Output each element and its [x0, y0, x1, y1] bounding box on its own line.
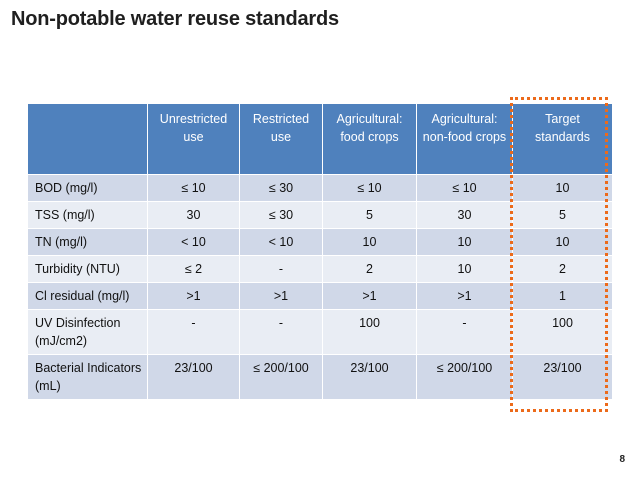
- table-cell: 23/100: [322, 354, 417, 400]
- table-row: TSS (mg/l) 30 ≤ 30 5 30 5: [27, 201, 613, 229]
- table-cell: ≤ 10: [147, 174, 240, 202]
- row-label: Cl residual (mg/l): [27, 282, 148, 310]
- table-cell: >1: [239, 282, 323, 310]
- table-row: Cl residual (mg/l) >1 >1 >1 >1 1: [27, 282, 613, 310]
- row-label: TSS (mg/l): [27, 201, 148, 229]
- table-cell: 2: [322, 255, 417, 283]
- header-unrestricted-use: Unrestricted use: [147, 103, 240, 175]
- target-column-highlight: [510, 97, 608, 412]
- page-number: 8: [619, 454, 625, 465]
- table-cell: -: [416, 309, 513, 355]
- table-cell: ≤ 30: [239, 201, 323, 229]
- header-agricultural-non-food-crops: Agricultural: non-food crops: [416, 103, 513, 175]
- table-cell: 30: [147, 201, 240, 229]
- table-cell: 23/100: [512, 354, 613, 400]
- header-restricted-use: Restricted use: [239, 103, 323, 175]
- table-cell: 23/100: [147, 354, 240, 400]
- standards-table: Unrestricted use Restricted use Agricult…: [27, 103, 613, 400]
- header-corner: [27, 103, 148, 175]
- table-cell: ≤ 10: [322, 174, 417, 202]
- table-cell: ≤ 30: [239, 174, 323, 202]
- table-cell: >1: [322, 282, 417, 310]
- table-cell: ≤ 200/100: [239, 354, 323, 400]
- slide-title: Non-potable water reuse standards: [11, 8, 339, 30]
- header-agricultural-food-crops: Agricultural: food crops: [322, 103, 417, 175]
- header-target-standards: Target standards: [512, 103, 613, 175]
- table-cell: 2: [512, 255, 613, 283]
- table-cell: ≤ 10: [416, 174, 513, 202]
- table-cell: >1: [416, 282, 513, 310]
- row-label: TN (mg/l): [27, 228, 148, 256]
- table-cell: 10: [322, 228, 417, 256]
- table-cell: -: [239, 309, 323, 355]
- table-cell: 100: [322, 309, 417, 355]
- table-cell: 5: [512, 201, 613, 229]
- row-label: BOD (mg/l): [27, 174, 148, 202]
- table-cell: < 10: [239, 228, 323, 256]
- table-header-row: Unrestricted use Restricted use Agricult…: [27, 103, 613, 175]
- table-cell: -: [239, 255, 323, 283]
- table-cell: 10: [416, 255, 513, 283]
- table-cell: 10: [416, 228, 513, 256]
- table-row: Turbidity (NTU) ≤ 2 - 2 10 2: [27, 255, 613, 283]
- table-cell: 5: [322, 201, 417, 229]
- row-label: UV Disinfection (mJ/cm2): [27, 309, 148, 355]
- table-row: Bacterial Indicators (mL) 23/100 ≤ 200/1…: [27, 354, 613, 400]
- table-cell: -: [147, 309, 240, 355]
- table-cell: >1: [147, 282, 240, 310]
- row-label: Bacterial Indicators (mL): [27, 354, 148, 400]
- table-row: BOD (mg/l) ≤ 10 ≤ 30 ≤ 10 ≤ 10 10: [27, 174, 613, 202]
- row-label: Turbidity (NTU): [27, 255, 148, 283]
- table-cell: 100: [512, 309, 613, 355]
- table-cell: < 10: [147, 228, 240, 256]
- table-cell: ≤ 2: [147, 255, 240, 283]
- table-cell: 30: [416, 201, 513, 229]
- table-cell: ≤ 200/100: [416, 354, 513, 400]
